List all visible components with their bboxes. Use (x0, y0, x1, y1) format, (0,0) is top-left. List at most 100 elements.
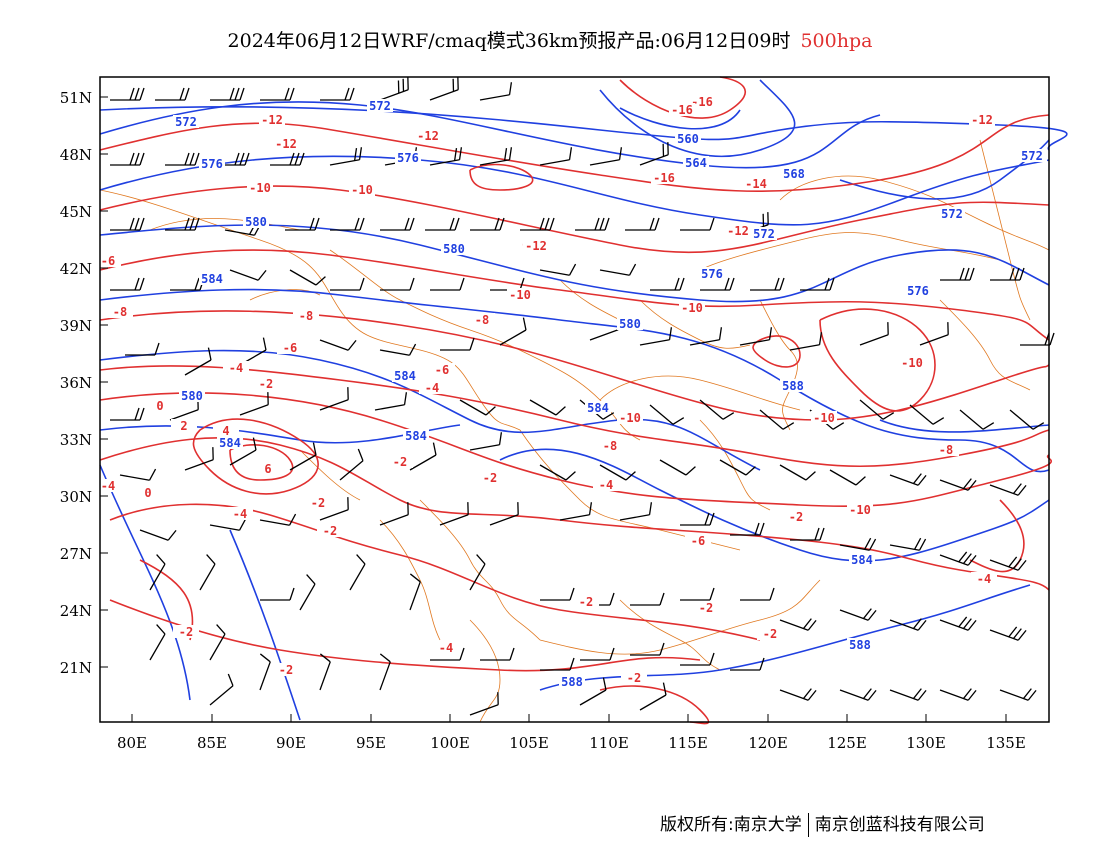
contour-label-bg (277, 341, 303, 354)
lon-label: 135E (986, 734, 1026, 752)
copyright: 版权所有:南京大学 南京创蓝科技有限公司 (660, 810, 985, 837)
wind-barb (889, 618, 927, 631)
height-contour-line (99, 105, 1068, 151)
lat-label: 24N (60, 602, 92, 620)
wind-barb-flag (184, 217, 190, 231)
contour-label-bg (751, 227, 777, 240)
wind-barb-flag (805, 471, 816, 481)
wind-barb-staff (659, 459, 687, 476)
wind-barb-flag (912, 473, 922, 484)
contour-label: -10 (681, 301, 703, 315)
contour-label-bg (621, 671, 647, 684)
contour-label-bg (743, 177, 769, 190)
contour-label: -6 (691, 534, 705, 548)
contour-label: -4 (977, 572, 991, 586)
wind-barb-flag (184, 152, 190, 166)
contour-label: -4 (229, 361, 243, 375)
wind-barb-flag (216, 624, 226, 635)
temperature-contour-line (229, 444, 294, 481)
wind-barb (999, 688, 1037, 701)
wind-barb-flag (354, 217, 360, 231)
wind-barb-flag (509, 647, 515, 661)
contour-label-bg (255, 462, 281, 475)
wind-barb (719, 459, 756, 476)
lat-label: 51N (60, 89, 92, 107)
contour-label: 4 (222, 424, 229, 438)
map-frame (99, 76, 1050, 723)
temperature-contour-line (469, 163, 534, 191)
wind-barb-flag (262, 337, 267, 351)
wind-barb (939, 616, 977, 631)
wind-barb (839, 688, 877, 701)
wind-barb (409, 442, 437, 471)
temperature-contour-line (99, 392, 1052, 508)
wind-barb (110, 407, 145, 421)
temperature-contour-line (192, 418, 319, 495)
wind-barb (939, 551, 977, 566)
contour-label-bg (847, 638, 873, 651)
wind-barb (270, 152, 305, 166)
wind-barb (630, 592, 665, 606)
wind-barb-flag (134, 217, 140, 231)
wind-barb-flag (679, 277, 685, 291)
wind-barb-staff (339, 460, 364, 481)
wind-barb (165, 217, 200, 231)
contour-label: -12 (971, 113, 993, 127)
contour-label-bg (905, 284, 931, 297)
wind-barb-flag (918, 538, 927, 551)
wind-barb-staff (639, 339, 670, 346)
wind-barb (480, 647, 515, 661)
wind-barb-staff (169, 409, 199, 421)
wind-barb (199, 554, 216, 591)
wind-barb-flag (962, 618, 972, 629)
wind-barb-flag (568, 263, 577, 276)
contour-label-bg (559, 675, 585, 688)
wind-barb-staff (479, 94, 510, 101)
wind-barb-flag (517, 502, 519, 515)
contour-label-bg (757, 627, 783, 640)
wind-barb-flag (649, 217, 655, 231)
contour-label-bg (783, 510, 809, 523)
wind-barb (639, 682, 667, 711)
contour-label: -8 (113, 305, 127, 319)
wind-barb-staff (479, 159, 510, 166)
wind-barb-staff (499, 329, 527, 346)
wind-barb (319, 387, 349, 411)
wind-barb-flag (134, 407, 140, 421)
contour-label: 584 (587, 401, 609, 415)
contour-label-bg (243, 215, 269, 228)
wind-barb (790, 527, 825, 541)
wind-barb-flag (759, 657, 765, 671)
border-line (299, 449, 361, 501)
wind-barb-staff (229, 449, 257, 466)
contour-label-bg (317, 524, 343, 537)
wind-barb (374, 392, 408, 411)
wind-barb-flag (189, 217, 195, 231)
temperature-contour-line (619, 76, 746, 119)
wind-barb-flag (917, 474, 927, 486)
wind-barb-flag (544, 217, 550, 231)
border-line (599, 375, 801, 411)
wind-barb-flag (565, 471, 576, 481)
border-line (779, 175, 1050, 251)
wind-barb (440, 337, 475, 351)
wind-barb-flag (206, 554, 216, 565)
wind-barb-flag (347, 387, 349, 400)
wind-barb-flag (832, 422, 845, 430)
lon-label: 125E (827, 734, 867, 752)
wind-barb (259, 653, 271, 691)
wind-barb-flag (1008, 626, 1018, 638)
wind-barb (650, 277, 685, 291)
wind-barb-flag (709, 587, 715, 601)
wind-barb-flag (568, 147, 573, 160)
contour-label-bg (683, 156, 709, 169)
contour-label: -10 (619, 411, 641, 425)
contour-label: 572 (175, 115, 197, 129)
lat-label: 30N (60, 488, 92, 506)
contour-label: -4 (233, 507, 247, 521)
wind-barb-flag (982, 422, 995, 430)
wind-barb (139, 529, 177, 541)
wind-barb (170, 277, 205, 291)
wind-barb (209, 624, 226, 661)
wind-barb-staff (259, 661, 271, 691)
